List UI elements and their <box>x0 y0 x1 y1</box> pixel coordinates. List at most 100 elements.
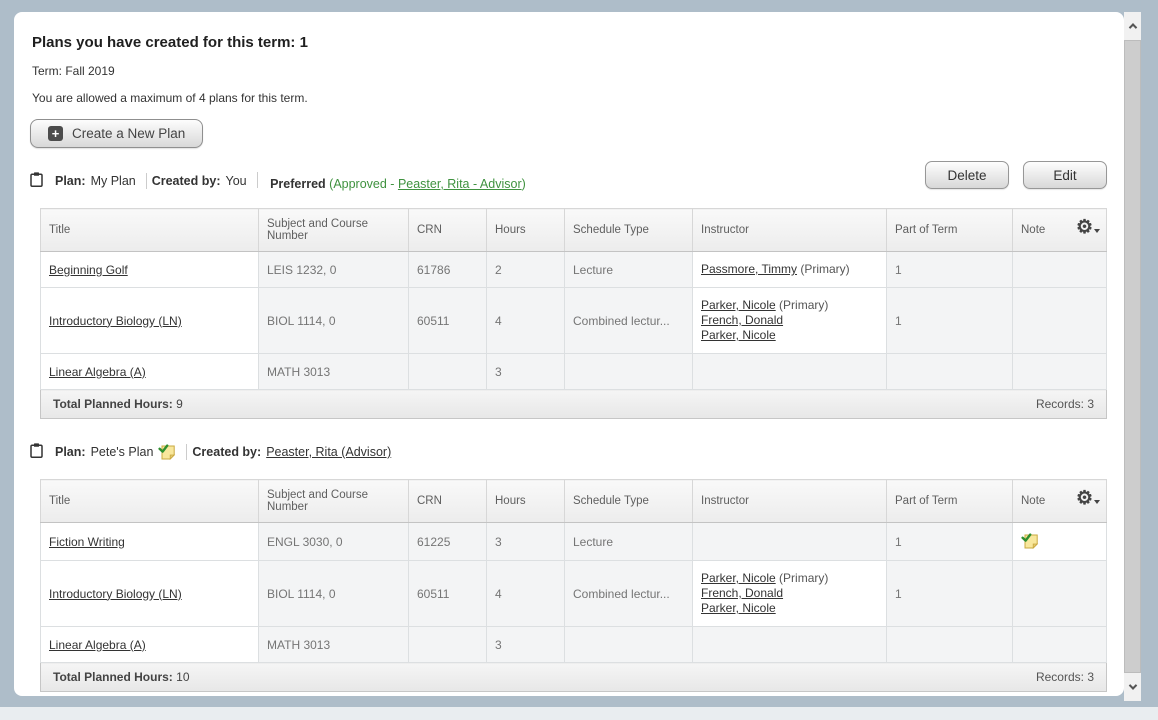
title-cell: Fiction Writing <box>40 522 259 561</box>
delete-button[interactable]: Delete <box>925 161 1009 189</box>
subject-cell: ENGL 3030, 0 <box>258 522 409 561</box>
instructor-link[interactable]: Passmore, Timmy <box>701 262 798 276</box>
plan-note-icon-slot[interactable] <box>158 443 176 461</box>
instructor-link[interactable]: French, Donald <box>701 586 784 600</box>
created-by-link[interactable]: Peaster, Rita (Advisor) <box>266 445 392 459</box>
instructor-link[interactable]: Parker, Nicole <box>701 298 776 312</box>
max-plans-note: You are allowed a maximum of 4 plans for… <box>32 91 308 105</box>
scroll-up-button[interactable] <box>1124 12 1141 40</box>
settings-button[interactable]: ⚙ <box>1076 489 1100 508</box>
instructor-cell <box>692 626 887 663</box>
crn-cell: 60511 <box>408 560 487 627</box>
note-cell <box>1012 560 1107 627</box>
course-title-link[interactable]: Introductory Biology (LN) <box>49 313 182 328</box>
hours-cell: 4 <box>486 560 565 627</box>
crn-cell: 61225 <box>408 522 487 561</box>
instructor-link[interactable]: French, Donald <box>701 313 784 327</box>
chevron-up-icon <box>1128 23 1137 32</box>
edit-button[interactable]: Edit <box>1023 161 1107 189</box>
records-value: 3 <box>1087 397 1094 411</box>
bottom-bar <box>0 707 1158 720</box>
plan-label: Plan: <box>55 174 86 188</box>
course-title-link[interactable]: Fiction Writing <box>49 534 125 549</box>
instructor-cell <box>692 522 887 561</box>
created-by-value: Peaster, Rita (Advisor) <box>266 445 391 459</box>
instructor-link[interactable]: Parker, Nicole <box>701 571 776 585</box>
column-header-label: Title <box>49 495 71 507</box>
title-cell: Introductory Biology (LN) <box>40 287 259 354</box>
table-row: Linear Algebra (A) MATH 3013 3 <box>40 626 1107 663</box>
column-header-subject: Subject and Course Number <box>258 479 409 523</box>
table-row: Introductory Biology (LN) BIOL 1114, 0 605… <box>40 287 1107 354</box>
hours-cell: 3 <box>486 353 565 390</box>
column-header-instructor: Instructor <box>692 479 887 523</box>
table-row: Linear Algebra (A) MATH 3013 3 <box>40 353 1107 390</box>
instructor-cell: Parker, Nicole (Primary) French, Donald Pa… <box>692 560 887 627</box>
part-of-term-cell: 1 <box>886 560 1013 627</box>
clipboard-icon <box>30 172 43 187</box>
column-header-title: Title <box>40 479 259 523</box>
subject-cell: MATH 3013 <box>258 353 409 390</box>
approved-suffix: ) <box>521 176 526 191</box>
course-title-link[interactable]: Introductory Biology (LN) <box>49 586 182 601</box>
table-footer: Total Planned Hours: 9 Records: 3 <box>40 389 1107 419</box>
note-cell <box>1012 522 1107 561</box>
approved-advisor-link[interactable]: Peaster, Rita - Advisor <box>397 176 522 191</box>
total-hours-label: Total Planned Hours: <box>53 670 173 684</box>
column-header-part-of-term: Part of Term <box>886 479 1013 523</box>
note-icon[interactable] <box>1021 533 1039 550</box>
scroll-thumb[interactable] <box>1124 40 1141 673</box>
table-row: Beginning Golf LEIS 1232, 0 61786 2 Lecture P… <box>40 251 1107 288</box>
separator <box>256 171 258 188</box>
column-header-label: Schedule Type <box>573 495 649 507</box>
created-by-label: Created by: <box>151 174 221 188</box>
clipboard-icon-slot <box>30 172 50 190</box>
column-header-note: Note ⚙ <box>1012 208 1107 252</box>
column-header-crn: CRN <box>408 479 487 523</box>
crn-cell: 61786 <box>408 251 487 288</box>
created-by-text: You <box>225 174 247 188</box>
part-of-term-cell: 1 <box>886 251 1013 288</box>
term-label: Term: Fall 2019 <box>32 64 115 78</box>
course-title-link[interactable]: Linear Algebra (A) <box>49 637 146 652</box>
create-new-plan-button[interactable]: + Create a New Plan <box>30 119 204 148</box>
vertical-scrollbar[interactable] <box>1124 12 1141 701</box>
total-hours-value: 9 <box>176 397 183 411</box>
table-footer: Total Planned Hours: 10 Records: 3 <box>40 662 1107 692</box>
caret-down-icon <box>1094 229 1100 233</box>
column-header-label: Part of Term <box>895 224 958 236</box>
scroll-down-button[interactable] <box>1124 673 1141 701</box>
plan-actions: Delete Edit <box>925 161 1107 189</box>
title-cell: Linear Algebra (A) <box>40 626 259 663</box>
table-header-row: Title Subject and Course Number CRN Hours Sc… <box>40 208 1107 252</box>
caret-down-icon <box>1094 500 1100 504</box>
gear-icon: ⚙ <box>1075 488 1093 509</box>
instructor-suffix: (Primary) <box>775 298 829 312</box>
plan-table: Title Subject and Course Number CRN Hours Sc… <box>40 479 1107 692</box>
plus-icon: + <box>48 126 63 141</box>
instructor-link[interactable]: Parker, Nicole <box>701 601 776 615</box>
plan-label: Plan: <box>55 445 86 459</box>
settings-button[interactable]: ⚙ <box>1076 218 1100 237</box>
part-of-term-cell: 1 <box>886 287 1013 354</box>
course-title-link[interactable]: Linear Algebra (A) <box>49 364 146 379</box>
page-title: Plans you have created for this term: 1 <box>32 34 308 51</box>
table-row: Fiction Writing ENGL 3030, 0 61225 3 Lecture… <box>40 522 1107 561</box>
part-of-term-cell <box>886 626 1013 663</box>
column-header-hours: Hours <box>486 479 565 523</box>
instructor-suffix: (Primary) <box>797 262 850 276</box>
plan-header: Plan: Pete's Plan Created by: Peaster, R… <box>30 441 1112 463</box>
instructor-suffix: (Primary) <box>775 571 829 585</box>
note-icon[interactable] <box>158 443 176 461</box>
subject-cell: BIOL 1114, 0 <box>258 560 409 627</box>
instructor-link[interactable]: Parker, Nicole <box>701 328 776 342</box>
crn-cell <box>408 353 487 390</box>
column-header-label: Schedule Type <box>573 224 649 236</box>
column-header-schedule: Schedule Type <box>564 208 693 252</box>
column-header-label: CRN <box>417 224 442 236</box>
note-cell <box>1012 353 1107 390</box>
column-header-label: CRN <box>417 495 442 507</box>
course-title-link[interactable]: Beginning Golf <box>49 262 128 277</box>
records-label: Records: <box>1035 670 1084 684</box>
column-header-label: Title <box>49 224 71 236</box>
